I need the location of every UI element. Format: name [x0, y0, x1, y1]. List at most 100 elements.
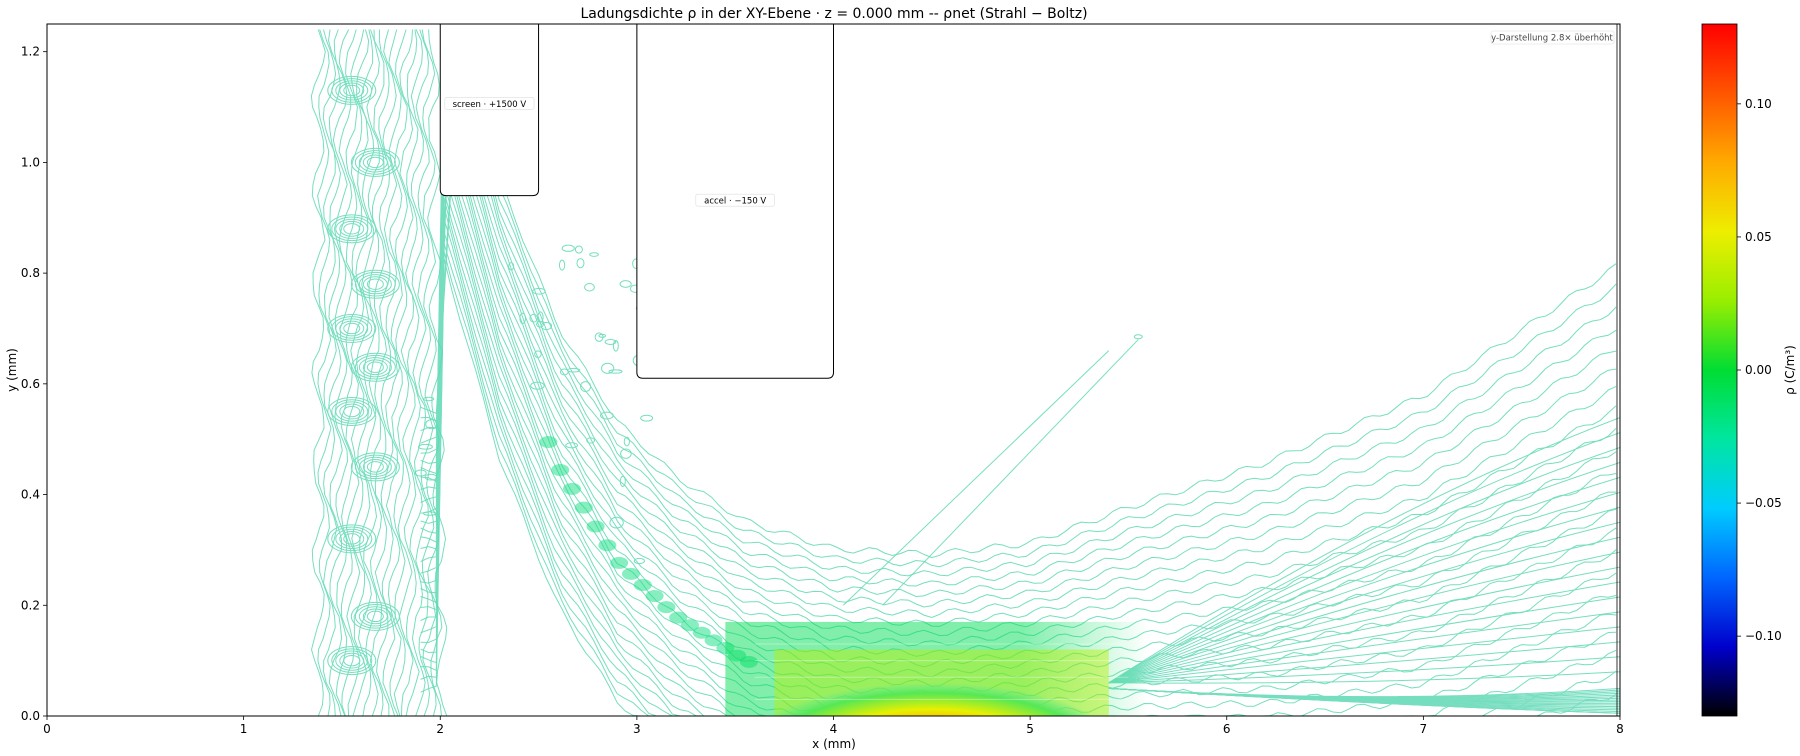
contour-loop [327, 646, 377, 676]
y-tick-label: 1.0 [21, 155, 40, 169]
beam-spot [692, 626, 711, 639]
colorbar: −0.10 −0.05 0.00 0.05 0.10 ρ (C/m³) [1701, 23, 1797, 717]
colorbar-tick-label: −0.05 [1745, 496, 1782, 510]
x-tick-label: 2 [436, 722, 444, 736]
y-tick-label: 1.2 [21, 45, 40, 59]
x-tick-label: 8 [1616, 722, 1624, 736]
contour-loop [331, 316, 373, 341]
contour-loop [366, 156, 384, 169]
colorbar-tick-label: 0.05 [1745, 230, 1772, 244]
colorbar-gradient [1701, 23, 1738, 717]
contour-loop [339, 220, 365, 237]
x-tick-label: 4 [830, 722, 838, 736]
colorbar-tick-label: −0.10 [1745, 629, 1782, 643]
contour-loop [331, 526, 373, 552]
beam-spot [551, 464, 570, 477]
contour-loop [366, 610, 384, 623]
contour-loop [354, 150, 396, 175]
x-axis: 0 1 2 3 4 5 6 7 8 [43, 716, 1624, 736]
contour-loop [331, 78, 373, 103]
colorbar-tick-label: 0.00 [1745, 363, 1772, 377]
beam-spot [680, 619, 699, 632]
contour-loop [350, 269, 400, 299]
contour-loop [327, 397, 377, 427]
beam-spot [633, 578, 652, 591]
contour-loop [335, 401, 369, 422]
contour-loop [327, 214, 377, 244]
y-axis: 0.0 0.2 0.4 0.6 0.8 1.0 1.2 [21, 45, 47, 723]
electrode-label: accel · −150 V [704, 197, 766, 207]
contour-loop [354, 454, 396, 480]
contour-loop [335, 650, 369, 671]
beam-spot [669, 611, 688, 624]
beam-core [774, 660, 1090, 716]
contour-loop [331, 216, 373, 242]
beam-spot [539, 435, 558, 448]
contour-loop [343, 84, 361, 97]
contour-loop [343, 405, 361, 418]
x-tick-label: 0 [43, 722, 51, 736]
contour-lines-streak [842, 334, 1143, 606]
contour-loop [362, 458, 388, 475]
contour-loop [350, 452, 400, 482]
svg-text:y-Darstellung 2.8× überhöht: y-Darstellung 2.8× überhöht [1491, 34, 1613, 44]
contour-loop [350, 601, 400, 631]
y-tick-label: 0.2 [21, 598, 40, 612]
plot-area: screen · +1500 V accel · −150 V [310, 24, 1620, 716]
y-axis-label: y (mm) [5, 348, 19, 392]
beam-spot [586, 520, 605, 533]
contour-loop [339, 82, 365, 99]
y-tick-label: 0.6 [21, 377, 40, 391]
contour-loop [362, 608, 388, 625]
beam-spot [562, 482, 581, 495]
contour-loop [331, 399, 373, 424]
contour-loop [335, 528, 369, 549]
electrodes: screen · +1500 V accel · −150 V [439, 24, 834, 379]
beam-spot [621, 567, 640, 580]
contour-loop [327, 524, 377, 554]
contour-loop [327, 313, 377, 343]
contour-loop [358, 456, 392, 477]
contour-loop [335, 318, 369, 339]
beam-spot [610, 556, 629, 569]
chart-title: Ladungsdichte ρ in der XY-Ebene · z = 0.… [580, 6, 1087, 22]
y-tick-label: 0.4 [21, 488, 40, 502]
contour-loop [366, 278, 384, 290]
contour-loop [350, 147, 400, 177]
contour-loop [335, 218, 369, 239]
contour-loop [343, 533, 361, 545]
contour-loop [331, 648, 373, 673]
contour-loop [366, 361, 384, 373]
contour-lines-left [310, 29, 448, 716]
contour-loop [362, 276, 388, 293]
contour-loop [339, 530, 365, 547]
contour-loop [362, 154, 388, 171]
beam-spot [598, 539, 617, 552]
x-tick-label: 6 [1223, 722, 1231, 736]
beam-spot [574, 501, 593, 514]
contour-loop [354, 271, 396, 297]
electrode-label: screen · +1500 V [453, 100, 527, 110]
beam-spot [704, 634, 723, 647]
contour-loop [354, 604, 396, 629]
contour-loop [358, 274, 392, 295]
contour-loop [366, 461, 384, 473]
contour-loop [339, 403, 365, 420]
x-axis-label: x (mm) [812, 737, 856, 751]
beam-spot [657, 601, 676, 614]
electrode-screen [439, 24, 540, 197]
beam-spot [645, 590, 664, 603]
annotation-note: y-Darstellung 2.8× überhöht [1490, 30, 1615, 45]
contour-loop [354, 354, 396, 380]
x-tick-label: 5 [1026, 722, 1034, 736]
y-tick-label: 0.8 [21, 266, 40, 280]
contour-loop [339, 320, 365, 337]
x-tick-label: 7 [1420, 722, 1428, 736]
x-tick-label: 3 [633, 722, 641, 736]
density-fill [539, 435, 1149, 716]
contour-loop [343, 654, 361, 667]
contour-loop [358, 357, 392, 378]
contour-loop [358, 152, 392, 173]
colorbar-tick-label: 0.10 [1745, 97, 1772, 111]
contour-loop [343, 223, 361, 235]
